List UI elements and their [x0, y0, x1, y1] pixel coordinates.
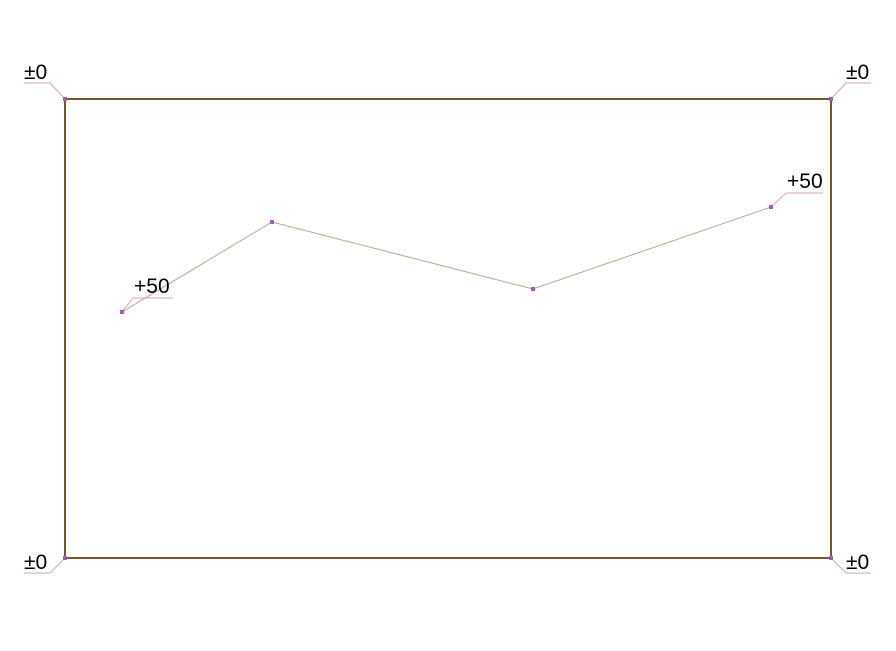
- elevation-value-text: +50: [134, 275, 170, 298]
- label-leader-line: [49, 82, 66, 100]
- spot-level-terrain-right[interactable]: +50: [770, 170, 823, 208]
- label-leader-line: [830, 557, 847, 574]
- terrain-polyline[interactable]: [121, 206, 772, 313]
- elevation-value-text: ±0: [846, 61, 869, 84]
- label-leader-line: [770, 192, 787, 208]
- label-leader-line: [121, 297, 134, 313]
- vertex-node[interactable]: [63, 556, 67, 560]
- vertex-node[interactable]: [63, 97, 67, 101]
- elevation-value-text: +50: [787, 170, 823, 193]
- spot-level-top-right[interactable]: ±0: [830, 61, 871, 100]
- label-leader-line: [830, 82, 847, 100]
- vertex-node[interactable]: [531, 287, 535, 291]
- elevation-value-text: ±0: [24, 61, 47, 84]
- spot-level-top-left[interactable]: ±0: [24, 61, 66, 100]
- vertex-node[interactable]: [829, 97, 833, 101]
- vertex-node[interactable]: [769, 205, 773, 209]
- elevation-value-text: ±0: [24, 551, 47, 574]
- vertex-node[interactable]: [829, 556, 833, 560]
- spot-level-bottom-left[interactable]: ±0: [24, 551, 66, 574]
- vertex-node[interactable]: [120, 310, 124, 314]
- label-leader-line: [49, 557, 66, 574]
- vertex-node[interactable]: [270, 220, 274, 224]
- spot-level-terrain-left[interactable]: +50: [121, 275, 173, 313]
- plan-outline[interactable]: [64, 98, 832, 559]
- spot-level-bottom-right[interactable]: ±0: [830, 551, 871, 574]
- elevation-value-text: ±0: [846, 551, 869, 574]
